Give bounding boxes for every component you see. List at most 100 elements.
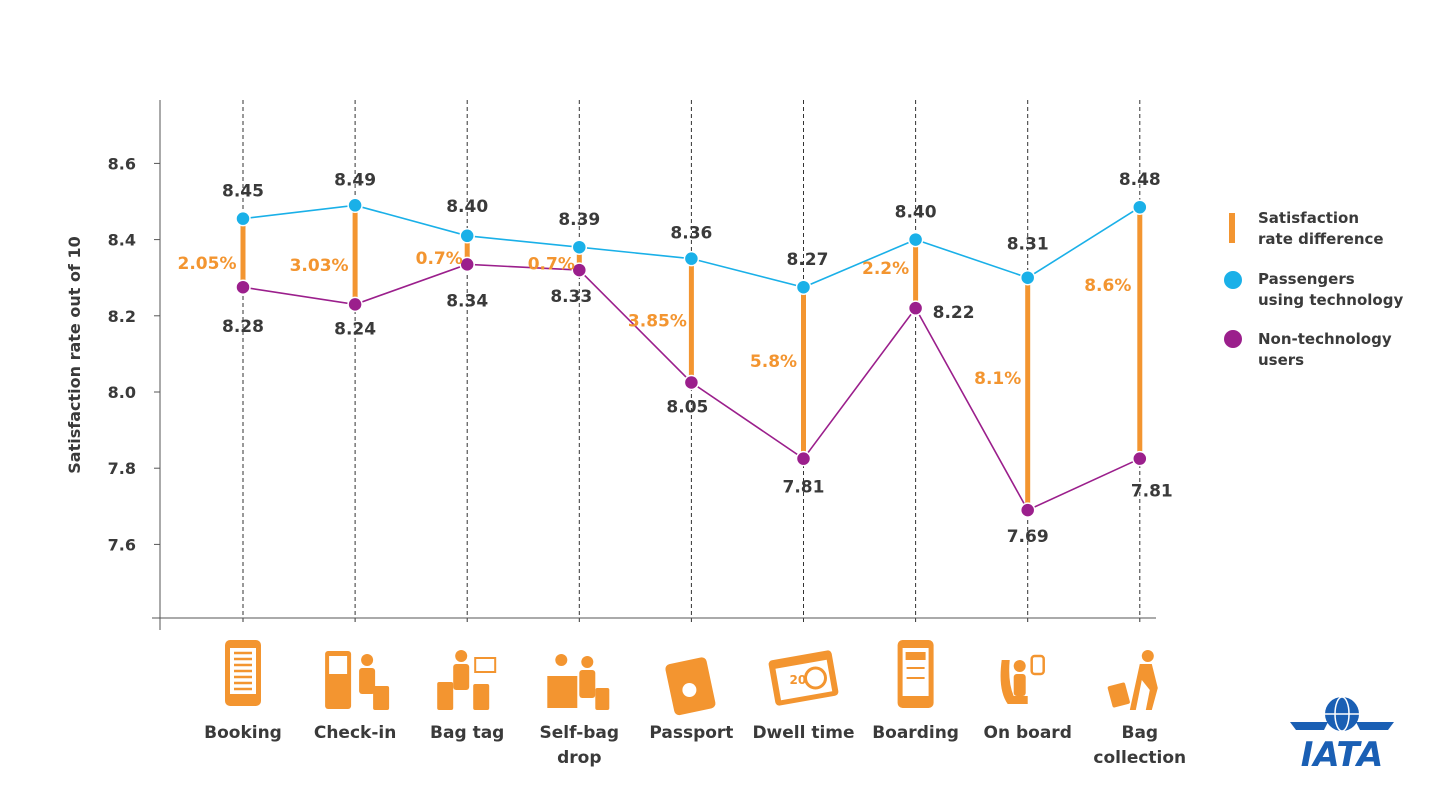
legend-bar-swatch: [1229, 213, 1235, 243]
nontech-point-4: [683, 374, 700, 391]
data-labels: 8.45 8.28 2.05% 8.49 8.24 3.03% 8.40 8.34 0.7% 8.…: [178, 170, 1173, 547]
y-tick-label: 8.4: [108, 231, 136, 250]
category-label: Self-bag: [540, 723, 620, 743]
tag-label: [474, 657, 497, 673]
suitcase: [373, 686, 390, 710]
legend-label: rate difference: [1258, 230, 1384, 248]
baggage-collection-icon: [1107, 650, 1158, 710]
smartphone-icon: [225, 640, 261, 706]
tech-point-0: [235, 210, 251, 227]
tech-value-label: 8.48: [1119, 170, 1161, 190]
difference-bars: [240, 205, 1143, 511]
category-label: Boarding: [872, 723, 959, 743]
axes: [152, 100, 1156, 630]
y-tick-label: 7.6: [108, 535, 136, 554]
suitcase-right: [473, 684, 490, 710]
nontech-value-label: 8.24: [334, 319, 376, 339]
nontech-point-5: [795, 450, 812, 467]
difference-label: 8.1%: [974, 369, 1021, 389]
category-label: Check-in: [314, 723, 396, 743]
nontech-point-2: [459, 256, 475, 273]
agent-head: [555, 654, 568, 666]
y-axis: 8.6 8.4 8.2 8.0 7.8 7.6 Satisfaction rate out …: [65, 154, 160, 554]
nontech-value-label: 7.81: [783, 478, 825, 498]
tech-value-label: 8.27: [787, 250, 829, 270]
category-icons: 20: [225, 640, 1158, 716]
kiosk-screen: [329, 656, 348, 674]
tech-point-6: [907, 231, 924, 248]
y-tick-label: 7.8: [108, 459, 136, 478]
category-label: Passport: [649, 723, 733, 743]
nontech-value-label: 8.33: [550, 287, 592, 307]
nontech-point-6: [907, 300, 924, 316]
nontech-point-1: [347, 296, 363, 313]
category-label: Bag tag: [430, 723, 504, 743]
person-head: [455, 650, 468, 662]
tech-point-1: [347, 197, 363, 214]
nontech-value-label: 8.05: [666, 397, 708, 417]
nontech-value-label: 8.22: [933, 303, 975, 323]
suitcase-left: [437, 682, 454, 710]
difference-label: 3.85%: [628, 312, 687, 332]
passenger-head: [1013, 660, 1026, 672]
clock-face: [804, 666, 827, 690]
suitcase: [595, 688, 610, 710]
nontech-value-label: 8.34: [446, 291, 488, 311]
category-label: Dwell time: [752, 723, 854, 743]
category-label: On board: [984, 723, 1072, 743]
logo-wing-right: [1356, 722, 1394, 730]
category-label: Booking: [204, 723, 282, 743]
category-labels: Booking Check-in Bag tag Self-bag drop Passpo…: [204, 723, 1186, 768]
nontech-point-7: [1019, 502, 1036, 518]
tech-point-8: [1132, 199, 1148, 215]
legend-label: users: [1258, 351, 1304, 369]
seat: [1000, 660, 1028, 704]
difference-label: 2.05%: [178, 254, 237, 274]
nontech-point-0: [235, 279, 251, 295]
passport-icon: [665, 657, 716, 716]
difference-label: 5.8%: [750, 352, 797, 372]
self-bag-drop-icon: [547, 654, 610, 710]
tech-point-3: [571, 239, 588, 255]
legend-nontech-swatch: [1224, 330, 1242, 348]
legend: Satisfaction rate difference Passengers usi…: [1224, 209, 1403, 369]
calendar-clock-icon: 20: [768, 650, 839, 706]
y-tick-label: 8.0: [108, 383, 136, 402]
nontech-value-label: 8.28: [222, 317, 264, 337]
nontech-value-label: 7.81: [1131, 482, 1173, 502]
tech-value-label: 8.36: [670, 224, 712, 244]
category-label: drop: [557, 748, 601, 768]
difference-label: 0.7%: [528, 255, 575, 275]
tech-value-label: 8.49: [334, 170, 376, 190]
data-points: [235, 197, 1148, 518]
tech-point-2: [459, 228, 475, 244]
legend-label: Satisfaction: [1258, 209, 1359, 227]
legend-label: using technology: [1258, 291, 1403, 309]
logo-wing-left: [1290, 722, 1328, 730]
difference-label: 8.6%: [1084, 276, 1131, 296]
tech-point-7: [1019, 269, 1036, 286]
y-tick-label: 8.2: [108, 307, 136, 326]
legend-label: Non-technology: [1258, 330, 1392, 348]
bag-tag-icon: [437, 650, 497, 710]
legend-label: Passengers: [1258, 270, 1355, 288]
tech-value-label: 8.39: [558, 210, 600, 230]
category-label: Bag: [1121, 723, 1158, 743]
tech-value-label: 8.40: [895, 203, 937, 223]
calendar-number: 20: [790, 673, 807, 687]
difference-label: 2.2%: [862, 259, 909, 279]
nontech-point-3: [571, 262, 588, 278]
nontech-point-8: [1132, 450, 1148, 467]
person-body: [579, 670, 596, 698]
tech-point-4: [683, 250, 700, 267]
legend-tech-swatch: [1224, 271, 1242, 289]
suitcase: [1107, 682, 1130, 708]
airplane-seat-icon: [1000, 654, 1045, 704]
tech-value-label: 8.45: [222, 182, 264, 202]
logo-text: IATA: [1301, 735, 1384, 775]
passport-emblem: [682, 683, 697, 697]
window: [1030, 654, 1045, 676]
boarding-barcode: [905, 652, 926, 660]
check-in-kiosk-icon: [325, 651, 390, 710]
